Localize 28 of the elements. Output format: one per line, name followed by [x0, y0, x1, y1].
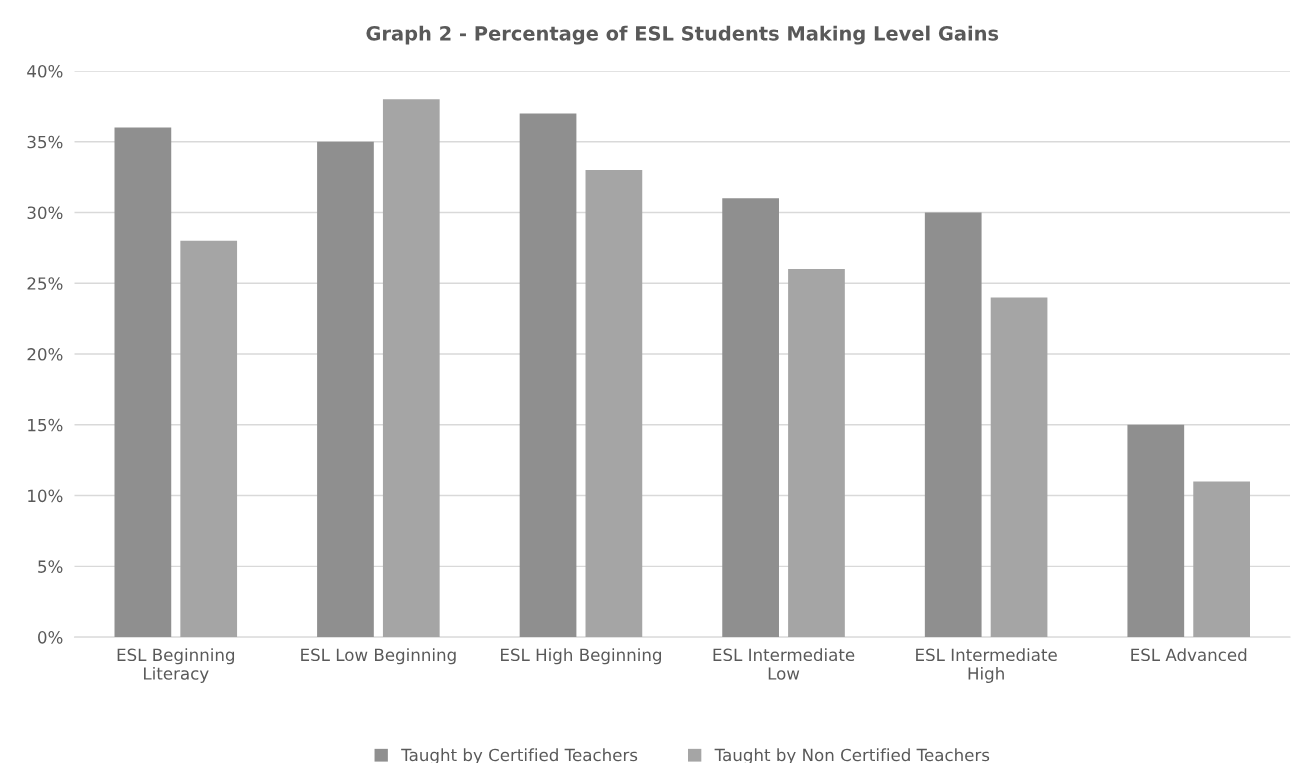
y-tick-label: 0%	[38, 631, 63, 644]
y-tick-label: 5%	[38, 560, 63, 573]
bar	[519, 113, 577, 638]
y-tick-label: 40%	[27, 64, 63, 78]
bar	[382, 99, 440, 638]
y-tick-label: 30%	[27, 206, 63, 220]
x-tick-label: ESL Low Beginning	[301, 648, 456, 665]
x-tick-label: ESL Intermediate Low	[713, 648, 855, 680]
bar	[180, 240, 238, 638]
bar	[1193, 481, 1250, 638]
bar	[990, 297, 1048, 638]
bar	[114, 127, 172, 638]
bar	[924, 212, 982, 638]
bar	[722, 198, 779, 638]
chart-title: Graph 2 - Percentage of ESL Students Making Level Gains	[366, 25, 999, 45]
y-tick-label: 15%	[28, 418, 63, 432]
x-tick-label: ESL Beginning Literacy	[117, 648, 235, 684]
bar	[788, 269, 845, 638]
y-tick-label: 10%	[28, 489, 63, 503]
x-tick-label: ESL High Beginning	[501, 648, 661, 665]
bar	[1127, 424, 1185, 638]
y-tick-label: 25%	[27, 277, 63, 290]
y-tick-label: 35%	[27, 135, 63, 149]
y-tick-label: 20%	[27, 347, 63, 361]
x-tick-label: ESL Intermediate High	[916, 648, 1057, 684]
x-tick-label: ESL Advanced	[1131, 648, 1247, 662]
bar	[317, 141, 374, 638]
bar	[585, 170, 643, 638]
